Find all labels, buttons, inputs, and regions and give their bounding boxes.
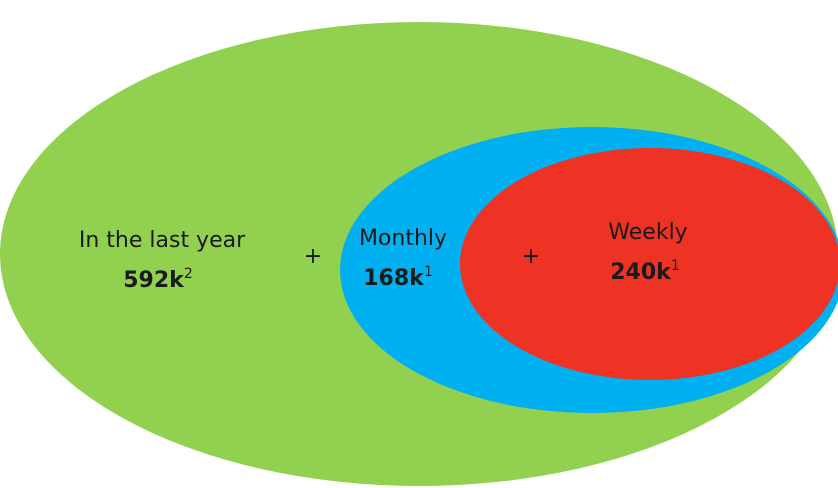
weekly-ellipse <box>460 148 838 380</box>
value-text: 168k <box>363 266 425 291</box>
connector: + <box>304 244 322 269</box>
value-text: 240k <box>610 260 672 285</box>
footnote-mark: 1 <box>424 264 433 280</box>
node-value: 168k1 <box>363 264 432 291</box>
footnote-mark: 1 <box>671 258 680 274</box>
node-label: Weekly <box>608 220 687 245</box>
node-value: 240k1 <box>610 258 679 285</box>
value-text: 592k <box>123 268 185 293</box>
node-label: Monthly <box>359 226 447 251</box>
node-label: In the last year <box>79 228 246 253</box>
footnote-mark: 2 <box>184 266 193 282</box>
node-value: 592k2 <box>123 266 192 293</box>
connector: + <box>522 244 540 269</box>
